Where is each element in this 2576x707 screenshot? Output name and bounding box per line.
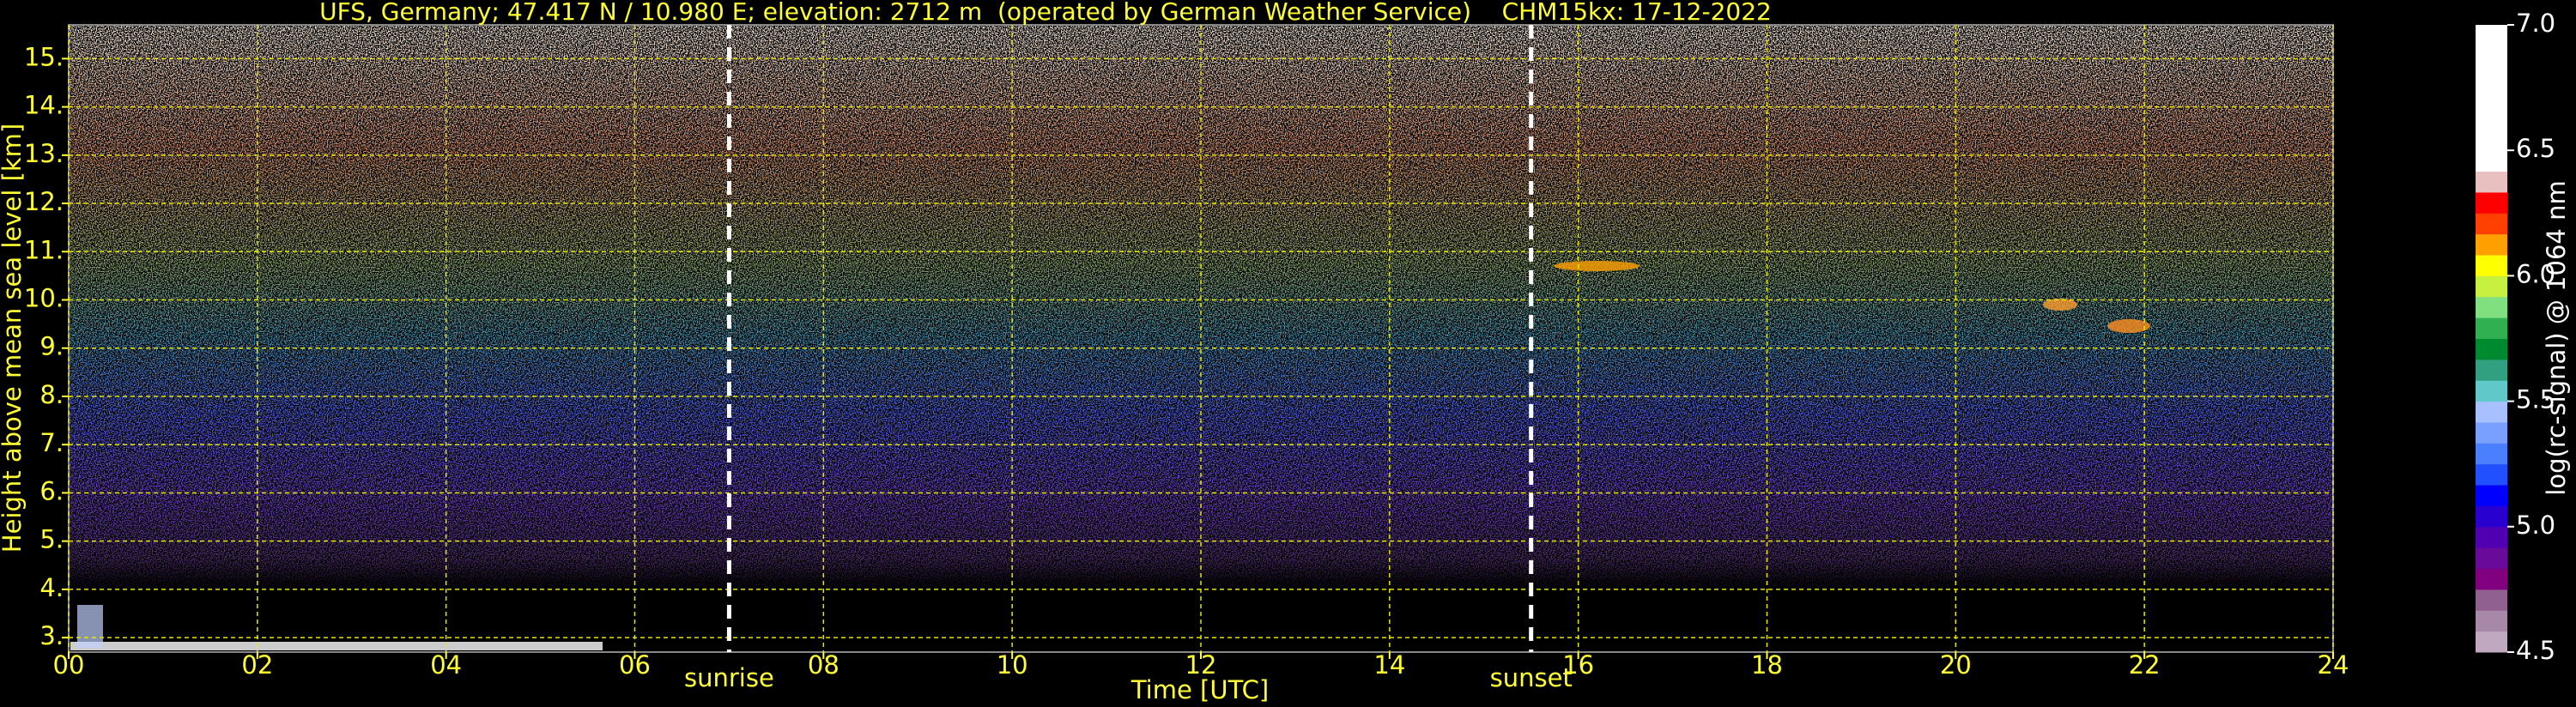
y-tick-label: 5. bbox=[39, 525, 64, 554]
colorbar-tick-label: 6.0 bbox=[2516, 259, 2555, 288]
x-tick-label: 18 bbox=[1751, 650, 1783, 680]
x-tick-label: 24 bbox=[2318, 650, 2349, 680]
colorbar-segment bbox=[2476, 317, 2507, 339]
y-tick-label: 12. bbox=[24, 187, 64, 216]
colorbar-tick-label: 5.0 bbox=[2516, 511, 2555, 540]
colorbar-segment bbox=[2476, 485, 2507, 506]
y-tick-label: 4. bbox=[39, 573, 64, 602]
y-tick-label: 3. bbox=[39, 621, 64, 650]
y-tick-label: 15. bbox=[24, 42, 64, 71]
x-tick-label: 08 bbox=[808, 650, 839, 680]
colorbar-label: log(rc-signal) @ 1064 nm bbox=[2542, 180, 2571, 495]
colorbar-segment bbox=[2476, 275, 2507, 298]
y-tick-label: 14. bbox=[24, 91, 64, 120]
colorbar-tick-label: 5.5 bbox=[2516, 385, 2555, 414]
colorbar-segment bbox=[2476, 380, 2507, 402]
x-tick-label: 06 bbox=[619, 650, 651, 680]
cirrus bbox=[2043, 299, 2077, 311]
colorbar-segment bbox=[2476, 108, 2507, 130]
colorbar-segment bbox=[2476, 66, 2507, 88]
colorbar-segment bbox=[2476, 631, 2507, 653]
colorbar-segment bbox=[2476, 233, 2507, 256]
colorbar-segment bbox=[2476, 45, 2507, 68]
y-tick-label: 7. bbox=[39, 428, 64, 457]
colorbar-segment bbox=[2476, 150, 2507, 172]
y-tick-label: 11. bbox=[24, 235, 64, 264]
x-tick-label: 16 bbox=[1562, 650, 1594, 680]
x-tick-label: 02 bbox=[241, 650, 273, 680]
colorbar-segment bbox=[2476, 463, 2507, 486]
colorbar-segment bbox=[2476, 213, 2507, 235]
low-cloud bbox=[77, 605, 103, 648]
colorbar-segment bbox=[2476, 589, 2507, 611]
cirrus bbox=[1554, 261, 1640, 271]
colorbar-tick-label: 4.5 bbox=[2516, 636, 2555, 665]
colorbar-segment bbox=[2476, 129, 2507, 151]
colorbar-segment bbox=[2476, 255, 2507, 276]
colorbar-segment bbox=[2476, 610, 2507, 632]
y-tick-label: 10. bbox=[24, 284, 64, 313]
colorbar-segment bbox=[2476, 191, 2507, 214]
y-tick-label: 8. bbox=[39, 380, 64, 409]
colorbar-segment bbox=[2476, 171, 2507, 193]
x-tick-label: 04 bbox=[430, 650, 462, 680]
colorbar-segment bbox=[2476, 296, 2507, 318]
colorbar-segment bbox=[2476, 505, 2507, 528]
x-tick-label: 12 bbox=[1185, 650, 1217, 680]
x-tick-label: 14 bbox=[1373, 650, 1405, 680]
colorbar-segment bbox=[2476, 88, 2507, 109]
colorbar-segment bbox=[2476, 547, 2507, 570]
colorbar-segment bbox=[2476, 359, 2507, 381]
event-label: sunset bbox=[1490, 663, 1573, 692]
y-tick-label: 13. bbox=[24, 139, 64, 168]
x-tick-label: 22 bbox=[2129, 650, 2161, 680]
colorbar-segment bbox=[2476, 443, 2507, 465]
colorbar-segment bbox=[2476, 421, 2507, 444]
y-tick-label: 9. bbox=[39, 332, 64, 361]
colorbar-tick-label: 6.5 bbox=[2516, 134, 2555, 163]
x-axis-label: Time [UTC] bbox=[1130, 675, 1269, 704]
surface-layer bbox=[70, 642, 603, 650]
x-tick-label: 20 bbox=[1940, 650, 1972, 680]
colorbar-segment bbox=[2476, 401, 2507, 423]
colorbar-segment bbox=[2476, 25, 2507, 46]
chart-title: UFS, Germany; 47.417 N / 10.980 E; eleva… bbox=[319, 0, 1772, 26]
y-axis-label: Height above mean sea level [km] bbox=[0, 124, 27, 553]
colorbar-segment bbox=[2476, 568, 2507, 590]
colorbar-tick-label: 7.0 bbox=[2516, 9, 2555, 38]
x-tick-label: 10 bbox=[997, 650, 1028, 680]
event-label: sunrise bbox=[684, 663, 774, 692]
y-tick-label: 6. bbox=[39, 476, 64, 505]
cirrus bbox=[2107, 319, 2150, 333]
colorbar-segment bbox=[2476, 526, 2507, 548]
x-tick-label: 00 bbox=[53, 650, 85, 680]
colorbar-segment bbox=[2476, 338, 2507, 360]
